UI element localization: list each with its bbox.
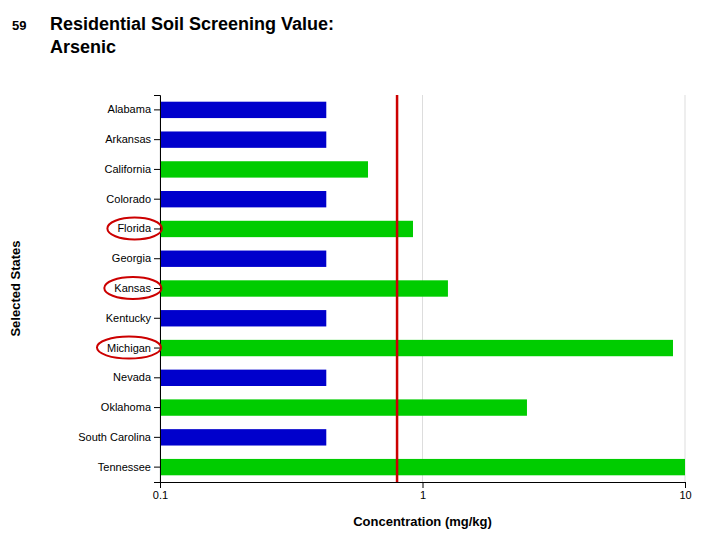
tick: Oklahoma xyxy=(101,401,160,413)
tick-label: California xyxy=(105,163,152,175)
tick: Arkansas xyxy=(105,133,160,145)
highlight-ellipse xyxy=(107,217,162,239)
bar xyxy=(160,102,326,118)
tick: Kansas xyxy=(114,282,160,294)
bar xyxy=(160,131,326,147)
grid-line xyxy=(685,95,686,482)
bar xyxy=(160,370,326,386)
tick-mark xyxy=(154,199,160,200)
tick-mark xyxy=(423,482,424,488)
tick: 1 xyxy=(420,482,426,501)
tick: Colorado xyxy=(106,193,160,205)
tick-label: Alabama xyxy=(108,103,152,115)
x-axis: 0.1 1 10 xyxy=(153,482,692,501)
tick-label: 1 xyxy=(420,489,426,501)
bar xyxy=(160,161,368,177)
chart: 59 Residential Soil Screening Value:Arsen… xyxy=(0,0,720,540)
tick-label: Nevada xyxy=(113,371,152,383)
tick-label: Kentucky xyxy=(106,312,152,324)
tick: Kentucky xyxy=(106,312,160,324)
tick-mark xyxy=(154,467,160,468)
tick-mark xyxy=(154,228,160,229)
tick: 0.1 xyxy=(153,482,168,501)
bar xyxy=(160,459,685,475)
tick-mark xyxy=(685,482,686,488)
tick-label: Oklahoma xyxy=(101,401,152,413)
tick-label: Colorado xyxy=(106,193,151,205)
tick-mark xyxy=(154,318,160,319)
tick-label: Kansas xyxy=(114,282,151,294)
bar xyxy=(160,221,413,237)
y-axis-title: Selected States xyxy=(8,240,23,336)
bar xyxy=(160,310,326,326)
bar xyxy=(160,399,527,415)
tick-label: 0.1 xyxy=(153,489,168,501)
axis-line xyxy=(154,96,161,483)
tick-label: South Carolina xyxy=(78,431,152,443)
tick-mark xyxy=(154,437,160,438)
tick-mark xyxy=(154,288,160,289)
tick: South Carolina xyxy=(78,431,160,443)
bar xyxy=(160,251,326,267)
tick-label: Georgia xyxy=(112,252,152,264)
tick-label: Michigan xyxy=(107,342,151,354)
annotation: 59 xyxy=(12,18,26,33)
tick: Florida xyxy=(117,222,160,234)
tick-mark xyxy=(154,139,160,140)
tick-mark xyxy=(154,377,160,378)
bar xyxy=(160,191,326,207)
bar xyxy=(160,340,673,356)
tick-label: 10 xyxy=(679,489,691,501)
tick-label: Tennessee xyxy=(98,461,151,473)
tick-mark xyxy=(154,258,160,259)
tick-label: Arkansas xyxy=(105,133,151,145)
grid xyxy=(160,95,685,482)
highlight-ellipse xyxy=(97,337,161,359)
axis-line xyxy=(161,483,686,489)
tick: California xyxy=(105,163,160,175)
tick-mark xyxy=(154,169,160,170)
reference-line xyxy=(396,95,399,482)
tick-label: Florida xyxy=(117,222,152,234)
tick: Alabama xyxy=(108,103,160,115)
bar xyxy=(160,280,448,296)
marks xyxy=(160,95,685,482)
plot: 0.1 1 10 Tennessee South Carolina Oklahoma Nev… xyxy=(78,95,691,501)
x-axis-title: Concentration (mg/kg) xyxy=(353,514,492,529)
y-axis: Tennessee South Carolina Oklahoma Nevada Mic… xyxy=(78,96,160,483)
title: Residential Soil Screening Value:Arsenic xyxy=(50,14,334,57)
tick-mark xyxy=(154,407,160,408)
tick: Tennessee xyxy=(98,461,160,473)
highlight-ellipse xyxy=(104,277,161,299)
tick: Georgia xyxy=(112,252,160,264)
tick: Nevada xyxy=(113,371,160,383)
tick: 10 xyxy=(679,482,691,501)
tick: Michigan xyxy=(107,342,160,354)
bar xyxy=(160,429,326,445)
tick-mark xyxy=(154,348,160,349)
tick-mark xyxy=(154,109,160,110)
